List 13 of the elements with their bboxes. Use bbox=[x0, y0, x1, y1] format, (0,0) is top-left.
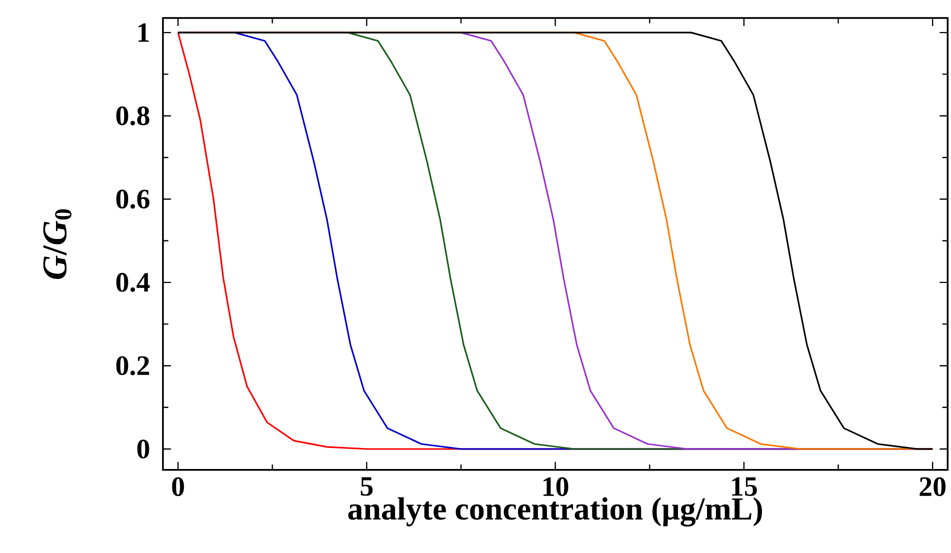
y-tick-label: 0.8 bbox=[116, 106, 150, 126]
x-tick-label: 10 bbox=[544, 477, 568, 496]
y-tick-label: 0.2 bbox=[116, 356, 150, 376]
x-tick-label: 0 bbox=[172, 477, 184, 496]
x-tick-label: 15 bbox=[732, 477, 757, 496]
y-tick-label: 1 bbox=[138, 23, 149, 42]
x-tick-label: 20 bbox=[920, 477, 946, 496]
y-tick-label: 0.4 bbox=[116, 273, 150, 292]
x-axis-title: analyte concentration (μg/mL) bbox=[348, 497, 762, 527]
x-tick-label: 5 bbox=[360, 477, 373, 496]
y-tick-label: 0 bbox=[137, 440, 150, 459]
y-tick-label: 0.6 bbox=[116, 190, 150, 209]
y-axis-title: G/G$_{0}$ bbox=[43, 209, 72, 280]
